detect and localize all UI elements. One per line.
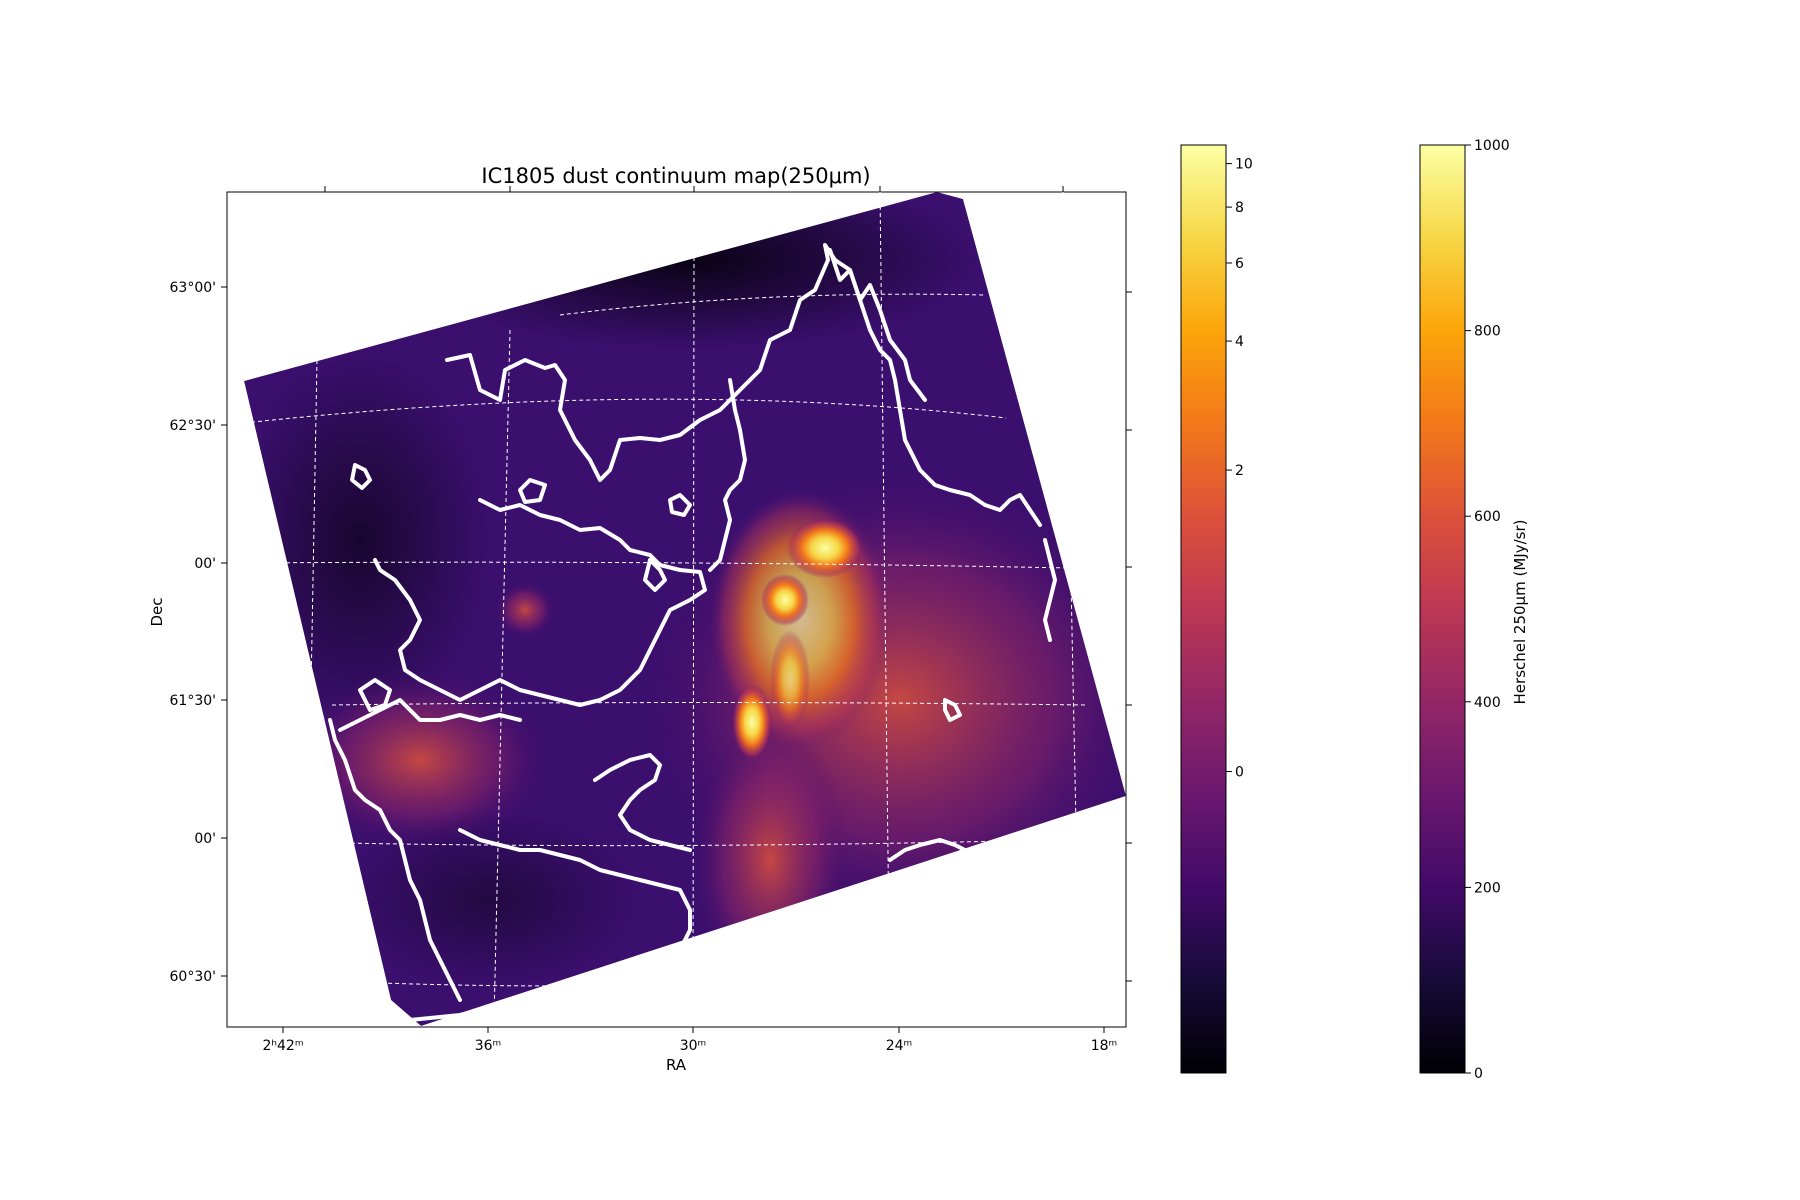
colorbar-tick-label: 6 — [1235, 256, 1244, 272]
colorbar-asinh: 0 2 4 6 8 10 — [1180, 144, 1253, 1074]
x-tick-label: 24ᵐ — [886, 1038, 913, 1054]
chart-title: IC1805 dust continuum map(250μm) — [481, 164, 870, 188]
colorbar-tick-label: 200 — [1474, 880, 1501, 896]
y-axis: 63°00' 62°30' 00' 61°30' 00' 60°30' Dec — [148, 280, 1132, 985]
colorbar-herschel-gradient — [1419, 144, 1466, 1074]
ra-gridline — [879, 191, 891, 1021]
x-axis: 2ʰ42ᵐ 36ᵐ 30ᵐ 24ᵐ 18ᵐ RA — [262, 186, 1117, 1074]
contour-line — [518, 478, 547, 504]
x-tick-label: 18ᵐ — [1091, 1038, 1118, 1054]
x-tick-label: 30ᵐ — [680, 1038, 707, 1054]
contour-line — [1043, 538, 1057, 642]
ra-gridline — [304, 359, 318, 1021]
y-tick-label: 00' — [194, 556, 216, 572]
contours — [328, 243, 1057, 1022]
warm-region-southwest — [290, 670, 550, 850]
contour-line — [668, 493, 692, 517]
dec-gridline — [243, 398, 1007, 424]
ra-gridline — [493, 329, 511, 1021]
contour-line — [328, 718, 462, 1002]
y-tick-label: 62°30' — [170, 418, 216, 434]
colorbar-herschel-label: Herschel 250μm (MJy/sr) — [1511, 520, 1529, 705]
colorbar-tick-label: 2 — [1235, 463, 1244, 479]
bright-core-north — [787, 518, 863, 578]
x-tick-label: 2ʰ42ᵐ — [262, 1038, 303, 1054]
y-axis-label: Dec — [148, 597, 166, 626]
y-tick-label: 60°30' — [170, 969, 216, 985]
x-axis-label: RA — [666, 1056, 687, 1074]
colorbar-asinh-gradient — [1180, 144, 1227, 1074]
ra-gridline — [1062, 191, 1081, 1021]
bright-core-middle — [761, 574, 809, 626]
y-tick-label: 00' — [194, 831, 216, 847]
colorbar-tick-label: 10 — [1235, 157, 1253, 173]
colorbar-tick-label: 800 — [1474, 324, 1501, 340]
dec-gridline — [380, 979, 701, 987]
colorbar-tick-label: 8 — [1235, 200, 1244, 216]
y-tick-label: 61°30' — [170, 693, 216, 709]
contour-line — [943, 698, 962, 722]
dec-gridline — [343, 837, 1127, 847]
colorbar-tick-label: 600 — [1474, 509, 1501, 525]
contour-line — [445, 243, 1042, 527]
contour-line — [358, 678, 392, 712]
colorbar-tick-label: 0 — [1474, 1066, 1483, 1082]
colorbar-tick-label: 1000 — [1474, 138, 1510, 154]
bright-core-south — [732, 684, 772, 760]
contour-line — [408, 828, 692, 1022]
y-tick-label: 63°00' — [170, 280, 216, 296]
colorbar-herschel: 0 200 400 600 800 1000 Herschel 250μm (MJy/sr… — [1419, 138, 1529, 1082]
colorbar-tick-label: 400 — [1474, 695, 1501, 711]
contour-line — [708, 378, 747, 572]
contour-line — [593, 753, 692, 852]
warm-clump-west — [495, 582, 555, 638]
colorbar-tick-label: 0 — [1235, 765, 1244, 781]
colorbar-herschel-ticks: 0 200 400 600 800 1000 — [1465, 138, 1510, 1082]
dec-gridline — [559, 293, 986, 316]
colorbar-asinh-ticks: 0 2 4 6 8 10 — [1226, 157, 1253, 781]
x-tick-label: 36ᵐ — [475, 1038, 502, 1054]
contour-line — [338, 698, 522, 732]
contour-line — [373, 498, 707, 707]
contour-line — [643, 558, 667, 592]
bright-filament — [770, 630, 810, 730]
dec-gridline — [243, 561, 1072, 569]
coordinate-grid — [243, 191, 1127, 1021]
contour-line — [888, 838, 967, 862]
dec-gridline — [331, 702, 1089, 706]
contour-line — [828, 248, 927, 402]
contour-line — [350, 463, 372, 490]
ra-gridline — [692, 249, 695, 1021]
colorbar-tick-label: 4 — [1235, 334, 1244, 350]
